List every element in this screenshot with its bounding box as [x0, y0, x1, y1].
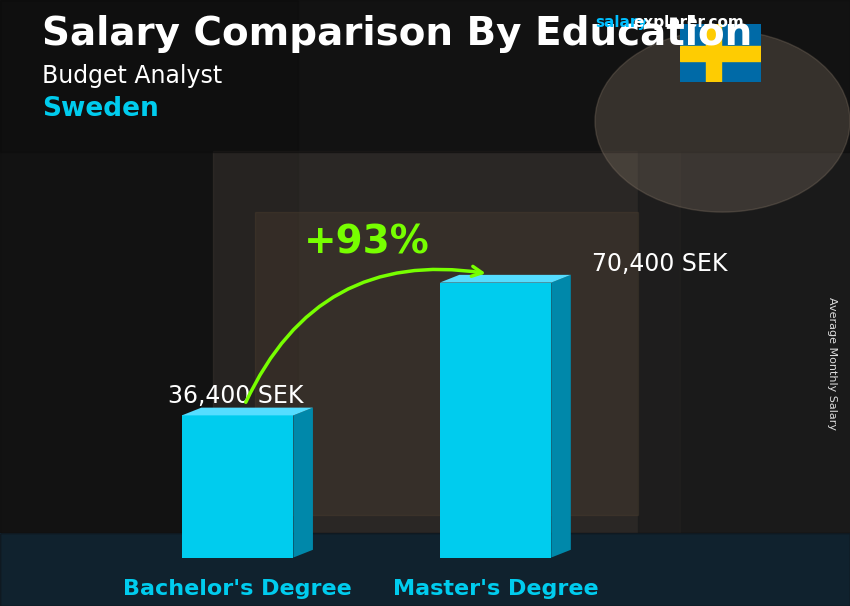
- Text: 36,400 SEK: 36,400 SEK: [168, 384, 303, 408]
- Bar: [638, 0, 850, 606]
- Polygon shape: [439, 275, 571, 282]
- Bar: [439, 282, 552, 558]
- Bar: [182, 415, 293, 558]
- Bar: [706, 24, 721, 82]
- Text: Budget Analyst: Budget Analyst: [42, 64, 223, 88]
- Text: 70,400 SEK: 70,400 SEK: [592, 251, 728, 276]
- Text: Salary Comparison By Education: Salary Comparison By Education: [42, 15, 753, 53]
- Text: Average Monthly Salary: Average Monthly Salary: [827, 297, 837, 430]
- Bar: [680, 45, 761, 61]
- Text: explorer.com: explorer.com: [633, 15, 744, 30]
- Circle shape: [595, 30, 850, 212]
- Polygon shape: [293, 408, 313, 558]
- Bar: [0, 0, 850, 152]
- Bar: [0, 533, 850, 606]
- Polygon shape: [552, 275, 571, 558]
- Text: Sweden: Sweden: [42, 96, 159, 122]
- Text: salary: salary: [595, 15, 648, 30]
- Bar: [0, 533, 850, 606]
- Text: Master's Degree: Master's Degree: [393, 579, 598, 599]
- Text: +93%: +93%: [303, 223, 429, 261]
- Text: Bachelor's Degree: Bachelor's Degree: [123, 579, 352, 599]
- Polygon shape: [182, 408, 313, 415]
- Bar: [212, 152, 680, 545]
- Bar: [255, 212, 638, 515]
- Bar: [0, 0, 298, 606]
